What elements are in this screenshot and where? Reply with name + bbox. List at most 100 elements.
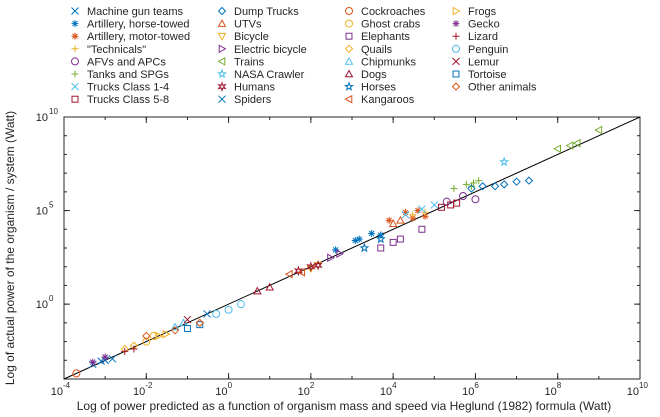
legend-item: Trains (217, 56, 265, 68)
data-point (142, 337, 151, 346)
series-group (252, 282, 275, 295)
x-tick-exponent: -2 (145, 381, 153, 390)
legend-item: Bicycle (217, 31, 269, 43)
legend-marker (217, 81, 227, 93)
series-group (401, 201, 439, 219)
data-point (252, 286, 262, 295)
data-point (396, 235, 404, 243)
legend-marker (452, 44, 460, 53)
legend-marker (71, 57, 79, 66)
legend-marker (344, 44, 354, 54)
legend-marker (452, 70, 460, 78)
series-group (89, 353, 109, 366)
legend-item: AFVs and APCs (71, 56, 166, 68)
legend-item: Electric bicycle (218, 44, 307, 56)
x-tick-label: 10-4 (51, 381, 71, 398)
data-point (512, 177, 521, 186)
data-point (170, 322, 180, 331)
data-point (450, 185, 458, 193)
data-point (385, 216, 393, 224)
legend-marker (71, 20, 79, 28)
reference-line (63, 116, 641, 380)
x-tick-exponent: -4 (63, 381, 71, 390)
legend-label: Cockroaches (361, 6, 426, 18)
legend-marker (343, 81, 355, 91)
legend-label: Spiders (234, 94, 272, 106)
data-point (459, 192, 468, 201)
legend-marker (217, 19, 227, 27)
y-tick-label: 100 (36, 294, 54, 311)
series-group (359, 233, 386, 253)
x-tick-exponent: 6 (474, 381, 479, 390)
series-group (170, 318, 188, 331)
data-point (414, 207, 422, 215)
legend-marker (71, 32, 79, 40)
legend-label: Lizard (468, 31, 498, 43)
data-point (490, 182, 500, 191)
x-axis-label: Log of power predicted as a function of … (77, 399, 612, 413)
legend-marker (345, 7, 353, 15)
legend-label: Chipmunks (361, 56, 417, 68)
data-point (203, 310, 211, 318)
data-point (101, 353, 109, 361)
legend-marker (452, 20, 460, 28)
legend-item: Penguin (452, 44, 508, 56)
data-point (421, 212, 429, 220)
data-point (351, 237, 359, 245)
data-point (594, 125, 603, 135)
data-point (89, 358, 97, 366)
series-group (183, 315, 192, 324)
legend-label: Ghost crabs (361, 19, 421, 31)
legend-item: Cockroaches (345, 6, 426, 18)
series-group (121, 345, 138, 355)
legend-item: Artillery, motor-towed (71, 31, 190, 43)
legend-item: NASA Crawler (216, 68, 305, 81)
legend-marker (345, 32, 353, 40)
series-group (388, 215, 405, 227)
legend-marker (217, 32, 227, 41)
data-point (196, 321, 204, 329)
series-group (499, 156, 510, 167)
data-point (409, 211, 417, 219)
data-point (265, 282, 275, 291)
data-point (418, 205, 426, 213)
legend-label: Dump Trucks (234, 6, 299, 18)
y-tick-exponent: 10 (49, 107, 58, 116)
legend-marker (344, 94, 353, 104)
legend-label: Horses (361, 82, 396, 94)
series-group (553, 125, 603, 154)
series-group (332, 229, 385, 254)
series-group (284, 267, 306, 279)
data-point (375, 233, 386, 244)
data-point (183, 315, 192, 324)
legend-label: Tanks and SPGs (87, 69, 169, 81)
data-point (224, 305, 233, 314)
data-point (396, 215, 405, 224)
legend-label: Artillery, motor-towed (87, 31, 190, 43)
data-point (499, 156, 510, 167)
legend-item: Trucks Class 1-4 (71, 82, 169, 94)
legend-label: Electric bicycle (234, 44, 307, 56)
y-tick-exponent: 5 (49, 201, 54, 210)
legend-label: Other animals (468, 82, 537, 94)
data-point (401, 210, 410, 219)
x-tick-exponent: 2 (310, 381, 315, 390)
x-tick-label: 106 (462, 381, 479, 398)
data-point (72, 369, 81, 378)
legend-marker (344, 56, 354, 65)
data-point (467, 184, 476, 193)
data-point (402, 208, 410, 216)
legend-label: Frogs (468, 6, 497, 18)
legend-marker (218, 44, 227, 54)
legend-item: Trucks Class 5-8 (71, 94, 169, 106)
legend-label: UTVs (234, 19, 262, 31)
legend-item: Gecko (452, 19, 500, 31)
y-axis-label: Log of actual power of the organism / sy… (3, 111, 17, 385)
data-point (377, 244, 385, 252)
legend-item: Ghost crabs (345, 19, 421, 31)
x-tick-label: 10-2 (133, 381, 153, 398)
x-tick-exponent: 0 (228, 381, 233, 390)
x-tick-exponent: 10 (639, 381, 648, 390)
legend-marker (217, 6, 227, 16)
